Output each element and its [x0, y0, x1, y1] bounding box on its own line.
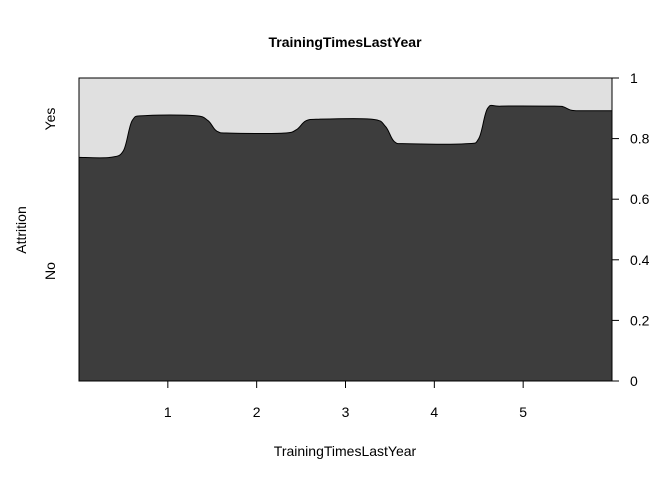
- y-tick-label: 0.6: [630, 191, 650, 207]
- y-tick-label: 0.8: [630, 131, 650, 147]
- y-axis-label: Attrition: [13, 206, 29, 253]
- no-area: [78, 104, 613, 382]
- y-tick-label: 0.2: [630, 312, 650, 328]
- x-axis-label: TrainingTimesLastYear: [274, 443, 417, 459]
- plot-area: [78, 77, 613, 382]
- x-axis: 1 2 3 4 5: [164, 380, 527, 420]
- x-tick-label: 3: [342, 404, 350, 420]
- x-tick-label: 5: [519, 404, 527, 420]
- chart-title: TrainingTimesLastYear: [268, 34, 422, 50]
- y-right-axis: 0 0.2 0.4 0.6 0.8 1: [611, 70, 650, 389]
- x-tick-label: 1: [164, 404, 172, 420]
- x-tick-label: 4: [430, 404, 438, 420]
- x-tick-label: 2: [253, 404, 261, 420]
- y-category-yes: Yes: [42, 108, 58, 131]
- y-tick-label: 1: [630, 70, 638, 86]
- y-category-no: No: [42, 262, 58, 280]
- y-tick-label: 0.4: [630, 252, 650, 268]
- y-tick-label: 0: [630, 373, 638, 389]
